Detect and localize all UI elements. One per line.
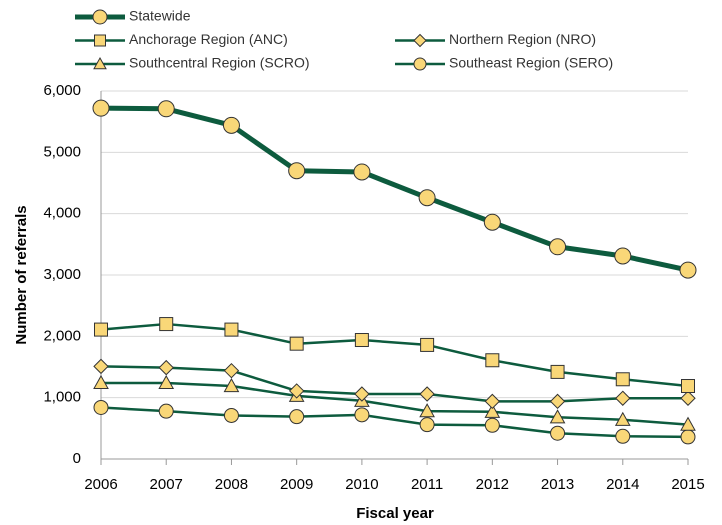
x-tick-label: 2011 — [411, 476, 443, 493]
y-tick-label: 2,000 — [43, 327, 81, 344]
y-tick-label: 1,000 — [43, 389, 81, 406]
data-point — [289, 409, 305, 425]
data-point — [419, 386, 435, 402]
data-point — [419, 403, 435, 418]
data-point — [354, 407, 370, 423]
x-tick-label: 2006 — [84, 476, 117, 493]
data-point — [222, 116, 240, 134]
data-point — [94, 322, 108, 337]
series-line — [100, 406, 689, 439]
data-point — [615, 390, 631, 406]
series-line — [100, 365, 688, 403]
data-point — [679, 261, 697, 279]
data-point — [680, 416, 696, 431]
data-point — [223, 377, 240, 393]
legend-marker — [93, 56, 107, 70]
y-tick-label: 3,000 — [43, 266, 81, 283]
data-point — [549, 238, 567, 256]
data-point — [550, 425, 566, 441]
legend-label: Anchorage Region (ANC) — [129, 31, 288, 47]
data-point — [158, 359, 174, 376]
legend-label: Southcentral Region (SCRO) — [129, 55, 310, 71]
data-point — [92, 99, 110, 117]
data-point — [681, 379, 695, 394]
data-point — [93, 399, 109, 415]
legend-label: Statewide — [129, 8, 191, 24]
legend-label: Northern Region (NRO) — [449, 31, 596, 47]
x-tick-label: 2009 — [280, 476, 313, 493]
x-tick-label: 2014 — [606, 476, 639, 493]
data-point — [224, 322, 239, 337]
data-point — [420, 337, 435, 352]
data-point — [614, 247, 632, 265]
x-tick-label: 2013 — [541, 476, 574, 493]
data-point — [680, 429, 696, 445]
data-point — [614, 411, 631, 426]
data-point — [354, 386, 370, 402]
data-point — [680, 390, 696, 406]
legend-label: Southeast Region (SERO) — [449, 55, 613, 71]
legend-marker — [92, 9, 108, 25]
data-point — [223, 407, 239, 423]
data-point — [615, 372, 630, 387]
y-tick-label: 4,000 — [43, 205, 81, 222]
data-point — [158, 374, 175, 390]
data-point — [484, 417, 500, 433]
data-point — [354, 333, 369, 348]
y-axis-title: Number of referrals — [13, 205, 30, 344]
legend-marker — [413, 33, 427, 48]
data-point — [483, 213, 501, 231]
data-point — [484, 393, 501, 410]
data-point — [289, 336, 304, 351]
x-tick-label: 2008 — [215, 476, 248, 493]
x-tick-label: 2012 — [476, 476, 509, 493]
legend-marker — [94, 34, 106, 47]
data-point — [485, 353, 500, 368]
series-line — [101, 381, 689, 426]
y-tick-label: 0 — [73, 450, 81, 467]
data-point — [549, 409, 566, 424]
y-tick-label: 5,000 — [43, 143, 81, 160]
series-line — [100, 322, 689, 388]
legend: Statewide Anchorage Region (ANC) Northern … — [75, 8, 613, 71]
data-point — [288, 162, 306, 180]
y-tick-label: 6,000 — [43, 82, 81, 99]
x-tick-label: 2007 — [150, 476, 183, 493]
data-point — [158, 403, 174, 419]
data-point — [288, 383, 305, 399]
x-tick-label: 2015 — [671, 476, 704, 493]
data-point — [159, 317, 174, 332]
data-point — [353, 163, 371, 181]
data-point — [418, 189, 436, 207]
data-point — [419, 417, 435, 433]
data-point — [615, 428, 631, 444]
data-point — [93, 358, 109, 375]
x-axis-title: Fiscal year — [356, 505, 434, 522]
data-point — [550, 364, 565, 379]
series-line — [100, 105, 689, 273]
data-point — [93, 374, 109, 390]
data-point — [484, 403, 501, 418]
data-point — [549, 393, 566, 410]
legend-marker — [413, 57, 427, 71]
data-point — [157, 100, 175, 118]
data-point — [223, 362, 240, 379]
x-tick-label: 2010 — [345, 476, 378, 493]
